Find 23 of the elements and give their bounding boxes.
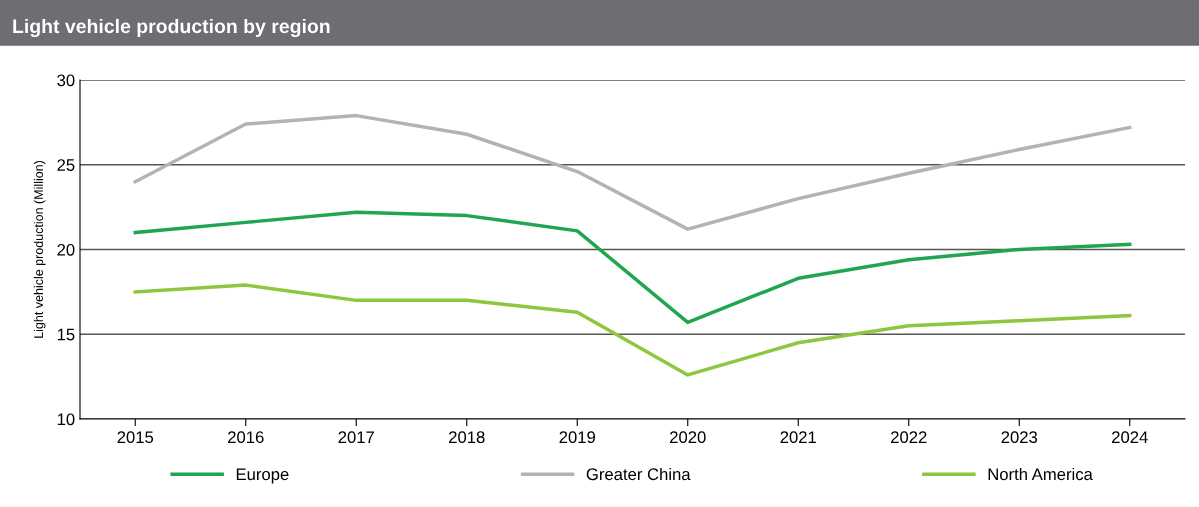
x-tick-label: 2021	[780, 431, 816, 444]
x-tick-label: 2024	[1112, 431, 1148, 444]
x-tick-label: 2022	[891, 431, 927, 444]
x-tick-label: 2019	[559, 431, 595, 444]
y-tick-label: 10	[57, 413, 75, 426]
line-series	[133, 283, 1132, 377]
chart-title: Light vehicle production by region	[13, 18, 330, 38]
line-series	[133, 113, 1132, 231]
y-tick-label: 30	[57, 74, 75, 87]
x-tick-label: 2016	[228, 431, 264, 444]
y-tick-label: 25	[57, 159, 75, 171]
y-axis-title: Light vehicle production (Million)	[33, 160, 46, 338]
legend-label: North America	[988, 467, 1093, 481]
x-tick-label: 2018	[449, 431, 485, 444]
x-tick-label: 2015	[117, 431, 154, 444]
line-series	[133, 210, 1132, 325]
y-tick-label: 15	[57, 328, 75, 341]
x-tick-label: 2017	[338, 431, 374, 444]
x-tick-label: 2023	[1001, 431, 1038, 444]
legend-label: Greater China	[586, 467, 691, 481]
y-tick-label: 20	[57, 243, 75, 256]
x-tick-label: 2020	[670, 431, 706, 444]
legend-label: Europe	[236, 468, 289, 484]
